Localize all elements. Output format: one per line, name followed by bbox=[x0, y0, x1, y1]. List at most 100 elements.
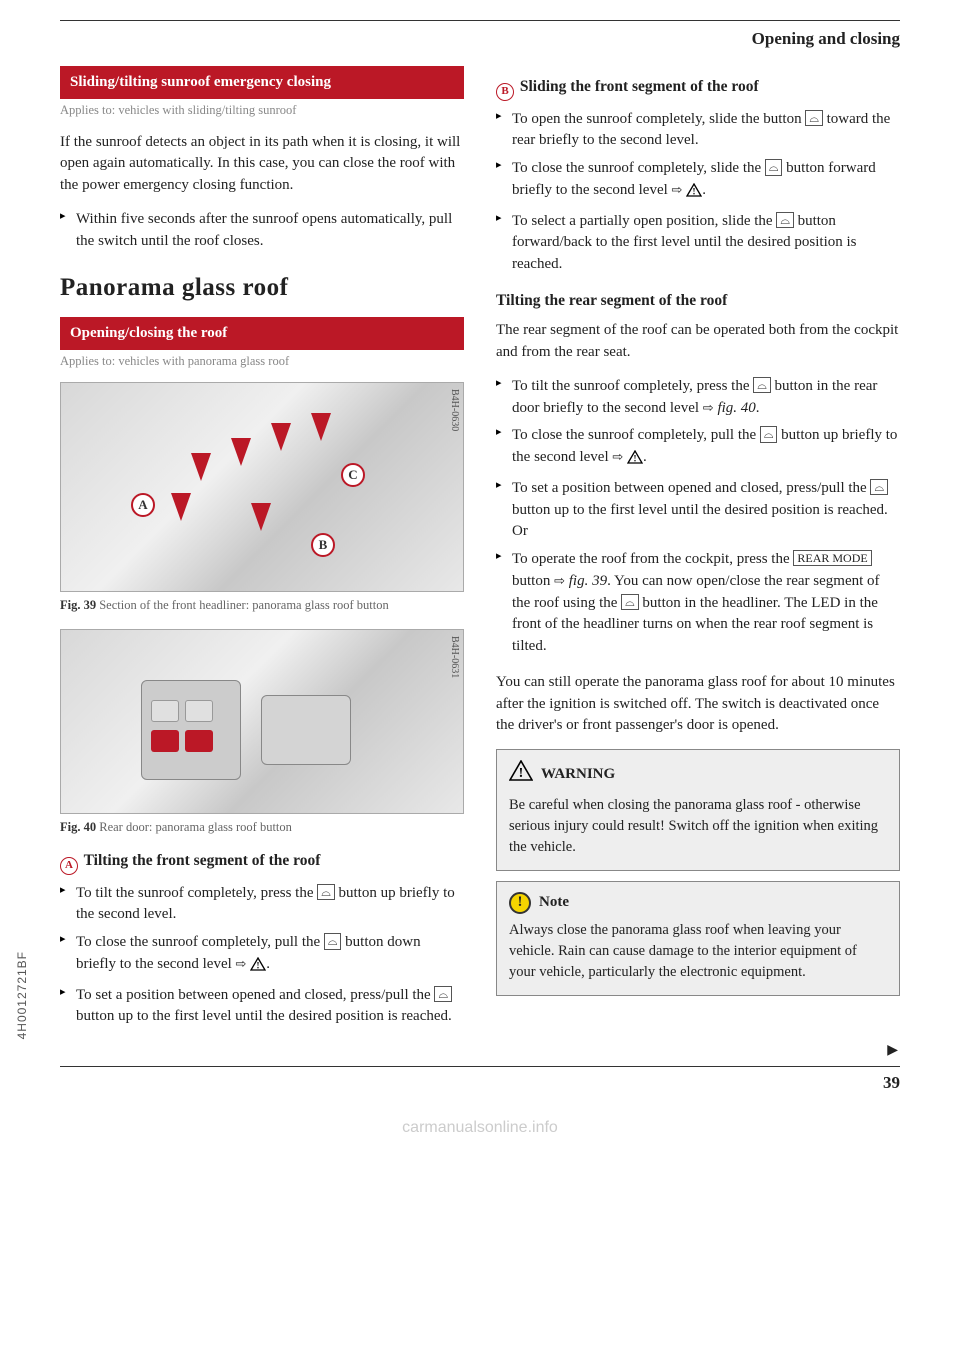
emergency-step-1: Within five seconds after the sunroof op… bbox=[60, 209, 464, 253]
banner-emergency-closing: Sliding/tilting sunroof emergency closin… bbox=[60, 66, 464, 100]
emergency-paragraph: If the sunroof detects an object in its … bbox=[60, 132, 464, 197]
tilt-front-step-3: To set a position between opened and clo… bbox=[60, 985, 464, 1029]
t4-text-b: button bbox=[512, 573, 554, 589]
chapter-title: Opening and closing bbox=[60, 27, 900, 52]
applies-to-1: Applies to: vehicles with sliding/tiltin… bbox=[60, 101, 464, 119]
left-column: Sliding/tilting sunroof emergency closin… bbox=[60, 66, 464, 1042]
fig40-caption-text: Rear door: panorama glass roof button bbox=[96, 820, 292, 834]
fig39-caption-text: Section of the front headliner: panorama… bbox=[96, 598, 389, 612]
tilt-rear-outro: You can still operate the panorama glass… bbox=[496, 672, 900, 737]
fig40-ref: fig. 40 bbox=[717, 400, 755, 416]
a3-text-a: To set a position between opened and clo… bbox=[76, 987, 434, 1003]
tilt-rear-step-1: To tilt the sunroof completely, press th… bbox=[496, 376, 900, 420]
svg-text:!: ! bbox=[634, 454, 637, 464]
tilt-rear-step-3: To set a position between opened and clo… bbox=[496, 478, 900, 543]
note-callout-head: ! Note bbox=[509, 892, 887, 914]
sub-tilt-rear-heading: Tilting the rear segment of the roof bbox=[496, 290, 900, 312]
doc-side-code: 4H0012721BF bbox=[14, 951, 31, 1039]
fig39-marker-a: A bbox=[131, 493, 155, 517]
link-arrow-icon: ⇨ bbox=[703, 400, 714, 415]
period: . bbox=[756, 400, 760, 416]
b1-text-a: To open the sunroof completely, slide th… bbox=[512, 111, 805, 127]
warning-title: WARNING bbox=[541, 764, 615, 786]
roof-button-icon: ⌓ bbox=[621, 594, 639, 610]
banner-opening-closing: Opening/closing the roof bbox=[60, 317, 464, 351]
link-arrow-icon: ⇨ bbox=[612, 449, 623, 464]
roof-button-icon: ⌓ bbox=[776, 212, 794, 228]
emergency-steps: Within five seconds after the sunroof op… bbox=[60, 209, 464, 253]
svg-text:!: ! bbox=[693, 186, 696, 196]
a1-text-a: To tilt the sunroof completely, press th… bbox=[76, 885, 317, 901]
figure-39: B4H-0630 A B C bbox=[60, 382, 464, 592]
two-column-layout: Sliding/tilting sunroof emergency closin… bbox=[60, 66, 900, 1042]
link-arrow-icon: ⇨ bbox=[554, 573, 565, 588]
figure-40: B4H-0631 bbox=[60, 629, 464, 814]
sub-b-heading: B Sliding the front segment of the roof bbox=[496, 76, 900, 101]
link-arrow-icon: ⇨ bbox=[672, 182, 683, 197]
period: . bbox=[643, 449, 647, 465]
a3-text-b: button up to the first level until the d… bbox=[76, 1008, 452, 1024]
svg-text:!: ! bbox=[257, 960, 260, 970]
b2-text-a: To close the sunroof completely, slide t… bbox=[512, 160, 765, 176]
right-column: B Sliding the front segment of the roof … bbox=[496, 66, 900, 1042]
t3-text-a: To set a position between opened and clo… bbox=[512, 480, 870, 496]
tilt-rear-intro: The rear segment of the roof can be oper… bbox=[496, 320, 900, 364]
sub-b-title: Sliding the front segment of the roof bbox=[516, 78, 759, 95]
t4-text-a: To operate the roof from the cockpit, pr… bbox=[512, 551, 793, 567]
sub-a-title: Tilting the front segment of the roof bbox=[80, 852, 320, 869]
b3-text-a: To select a partially open position, sli… bbox=[512, 213, 776, 229]
applies-to-2: Applies to: vehicles with panorama glass… bbox=[60, 352, 464, 370]
a2-text-a: To close the sunroof completely, pull th… bbox=[76, 934, 324, 950]
warning-callout-head: ! WARNING bbox=[509, 760, 887, 789]
svg-text:!: ! bbox=[519, 766, 524, 781]
warning-triangle-icon: ! bbox=[627, 450, 643, 472]
fig39-caption-num: Fig. 39 bbox=[60, 598, 96, 612]
tilt-front-step-2: To close the sunroof completely, pull th… bbox=[60, 932, 464, 979]
warning-body: Be careful when closing the panorama gla… bbox=[509, 795, 887, 858]
t2-text-a: To close the sunroof completely, pull th… bbox=[512, 427, 760, 443]
slide-front-step-3: To select a partially open position, sli… bbox=[496, 211, 900, 276]
sub-a-heading: A Tilting the front segment of the roof bbox=[60, 850, 464, 875]
tilt-front-step-1: To tilt the sunroof completely, press th… bbox=[60, 883, 464, 927]
roof-button-icon: ⌓ bbox=[765, 159, 783, 175]
section-panorama-roof: Panorama glass roof bbox=[60, 270, 464, 306]
fig39-marker-c: C bbox=[341, 463, 365, 487]
tilt-rear-step-4: To operate the roof from the cockpit, pr… bbox=[496, 549, 900, 658]
continue-arrow-icon: ▶ bbox=[887, 1041, 898, 1061]
note-title: Note bbox=[539, 892, 569, 914]
t3-text-b: button up to the first level until the d… bbox=[512, 502, 888, 540]
roof-button-icon: ⌓ bbox=[317, 884, 335, 900]
tilt-rear-steps: To tilt the sunroof completely, press th… bbox=[496, 376, 900, 658]
top-rule bbox=[60, 20, 900, 21]
note-icon: ! bbox=[509, 892, 531, 914]
tilt-front-steps: To tilt the sunroof completely, press th… bbox=[60, 883, 464, 1029]
period: . bbox=[702, 182, 706, 198]
slide-front-step-1: To open the sunroof completely, slide th… bbox=[496, 109, 900, 153]
warning-triangle-icon: ! bbox=[686, 183, 702, 205]
fig39-ref: fig. 39 bbox=[569, 573, 607, 589]
roof-button-icon: ⌓ bbox=[805, 110, 823, 126]
fig39-caption: Fig. 39 Section of the front headliner: … bbox=[60, 596, 464, 614]
roof-button-icon: ⌓ bbox=[870, 479, 888, 495]
rear-mode-button: REAR MODE bbox=[793, 550, 871, 566]
watermark: carmanualsonline.info bbox=[60, 1116, 900, 1139]
tilt-rear-step-2: To close the sunroof completely, pull th… bbox=[496, 425, 900, 472]
slide-front-step-2: To close the sunroof completely, slide t… bbox=[496, 158, 900, 205]
warning-callout: ! WARNING Be careful when closing the pa… bbox=[496, 749, 900, 871]
warning-triangle-icon: ! bbox=[250, 957, 266, 979]
roof-button-icon: ⌓ bbox=[324, 933, 342, 949]
fig40-caption-num: Fig. 40 bbox=[60, 820, 96, 834]
page-number: 39 bbox=[60, 1066, 900, 1096]
circ-a-icon: A bbox=[60, 857, 78, 875]
roof-button-icon: ⌓ bbox=[434, 986, 452, 1002]
roof-button-icon: ⌓ bbox=[760, 426, 778, 442]
slide-front-steps: To open the sunroof completely, slide th… bbox=[496, 109, 900, 276]
circ-b-icon: B bbox=[496, 83, 514, 101]
fig40-code: B4H-0631 bbox=[447, 636, 462, 678]
note-callout: ! Note Always close the panorama glass r… bbox=[496, 881, 900, 996]
fig40-caption: Fig. 40 Rear door: panorama glass roof b… bbox=[60, 818, 464, 836]
warning-triangle-icon: ! bbox=[509, 760, 533, 789]
t1-text-a: To tilt the sunroof completely, press th… bbox=[512, 378, 753, 394]
note-body: Always close the panorama glass roof whe… bbox=[509, 920, 887, 983]
link-arrow-icon: ⇨ bbox=[236, 956, 247, 971]
